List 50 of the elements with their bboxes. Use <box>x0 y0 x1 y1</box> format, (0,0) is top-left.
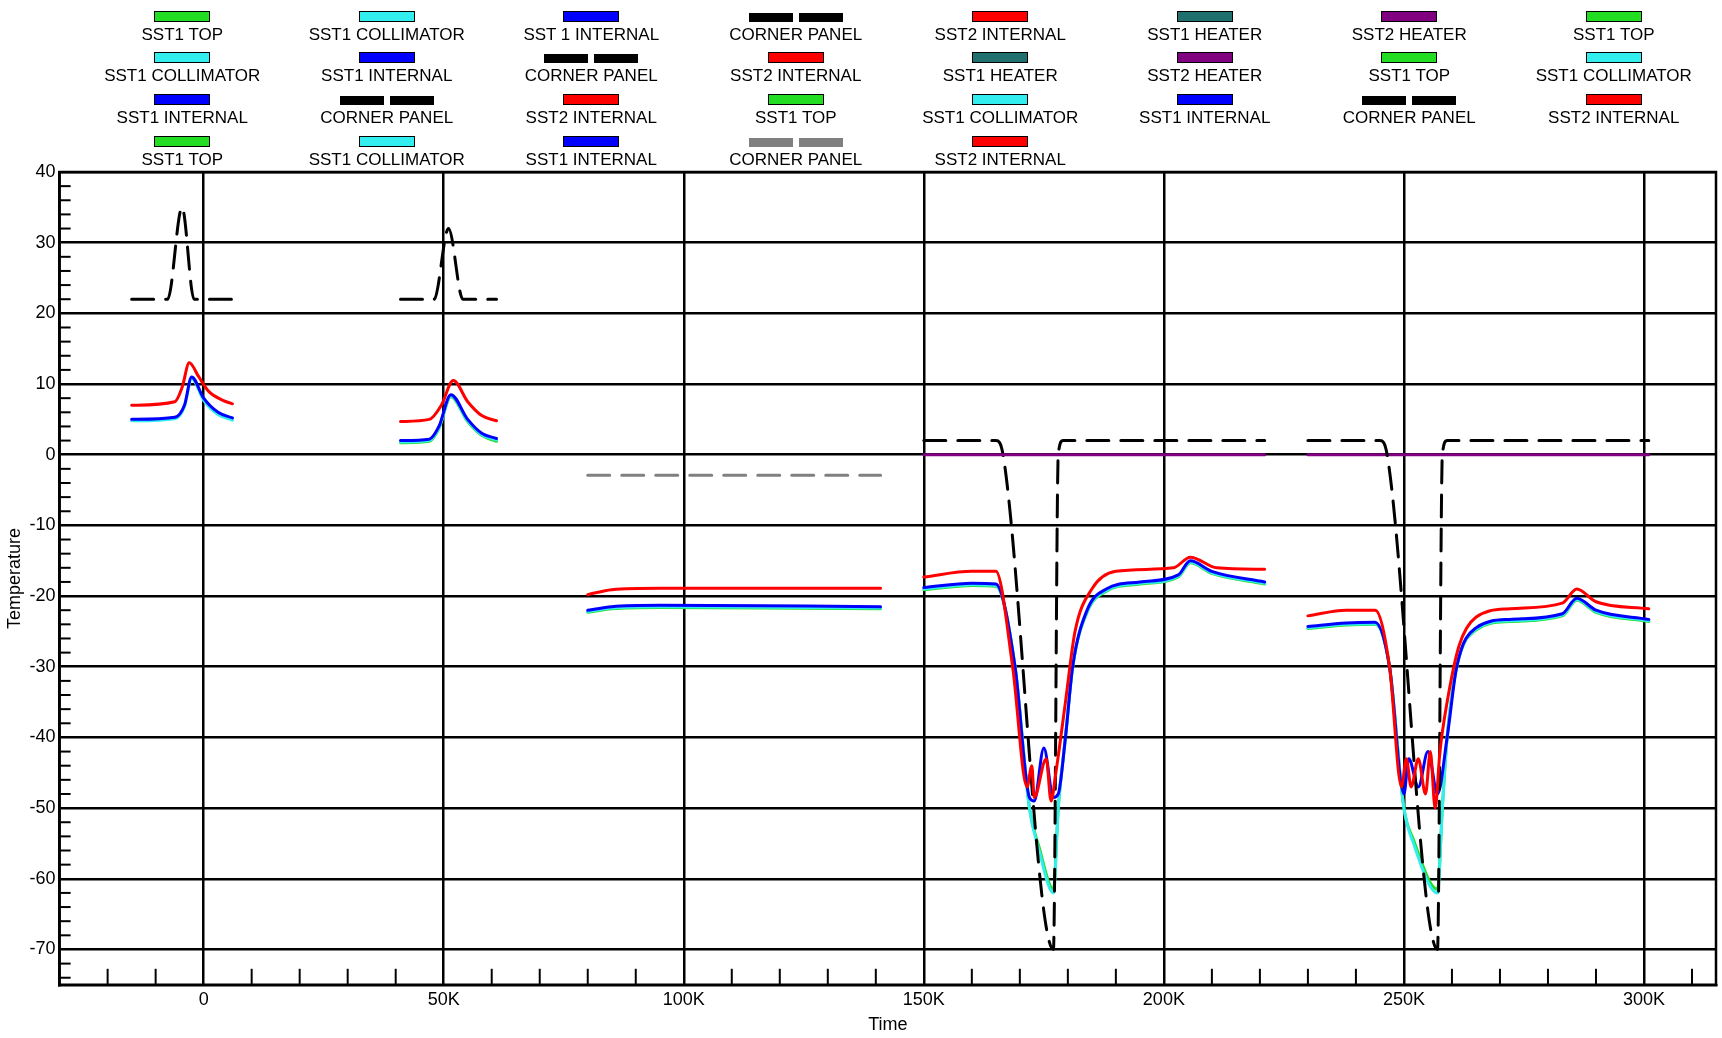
x-tick-label: 100K <box>662 988 705 1009</box>
y-tick-label: -70 <box>29 938 56 959</box>
y-tick-label: -10 <box>29 514 56 535</box>
legend-label: CORNER PANEL <box>1342 108 1476 128</box>
legend-label: CORNER PANEL <box>320 108 454 128</box>
y-tick-label: -60 <box>29 867 56 888</box>
legend-label: SST1 HEATER <box>942 66 1058 86</box>
legend-label: SST1 TOP <box>141 24 224 44</box>
legend-label: SST2 INTERNAL <box>525 108 657 128</box>
x-tick-label: 200K <box>1142 988 1185 1009</box>
legend-label: SST1 COLLIMATOR <box>104 66 261 86</box>
x-tick-label: 50K <box>427 988 460 1009</box>
legend-label: SST2 INTERNAL <box>934 24 1066 44</box>
y-tick-label: 40 <box>35 160 56 181</box>
legend-label: SST1 COLLIMATOR <box>1535 66 1692 86</box>
y-tick-label: 30 <box>35 231 56 252</box>
legend-label: SST1 INTERNAL <box>525 149 657 169</box>
legend-label: CORNER PANEL <box>729 149 863 169</box>
y-tick-label: -20 <box>29 585 56 606</box>
legend-label: CORNER PANEL <box>729 24 863 44</box>
legend-label: SST1 COLLIMATOR <box>308 149 465 169</box>
legend-label: SST1 TOP <box>1572 24 1655 44</box>
y-tick-label: -40 <box>29 726 56 747</box>
y-tick-label: 20 <box>35 302 56 323</box>
y-tick-label: 10 <box>35 373 56 393</box>
legend-label: SST1 INTERNAL <box>321 66 453 86</box>
y-tick-label: 0 <box>45 443 56 464</box>
legend-label: SST1 INTERNAL <box>1139 108 1271 128</box>
y-tick-label: -50 <box>29 797 56 818</box>
legend-label: SST1 HEATER <box>1147 24 1263 44</box>
legend-label: SST 1 INTERNAL <box>523 24 660 44</box>
legend-label: SST2 INTERNAL <box>934 149 1066 169</box>
x-axis-title: Time <box>868 1014 908 1035</box>
legend-label: SST2 INTERNAL <box>1548 108 1680 128</box>
legend-label: SST2 HEATER <box>1147 66 1263 86</box>
y-tick-label: -30 <box>29 655 56 676</box>
legend-label: SST1 TOP <box>754 108 837 128</box>
x-tick-label: 0 <box>198 988 209 1009</box>
legend-label: CORNER PANEL <box>524 66 658 86</box>
legend-label: SST1 TOP <box>1368 66 1451 86</box>
legend-label: SST1 COLLIMATOR <box>308 24 465 44</box>
x-tick-label: 300K <box>1622 988 1666 1009</box>
legend-label: SST2 INTERNAL <box>730 66 862 86</box>
y-axis-title: Temperature <box>3 527 24 629</box>
legend-label: SST1 TOP <box>141 149 224 169</box>
legend-label: SST2 HEATER <box>1351 24 1467 44</box>
x-tick-label: 250K <box>1382 988 1425 1009</box>
legend-label: SST1 COLLIMATOR <box>922 108 1079 128</box>
x-tick-label: 150K <box>902 988 945 1009</box>
legend-label: SST1 INTERNAL <box>116 108 248 128</box>
